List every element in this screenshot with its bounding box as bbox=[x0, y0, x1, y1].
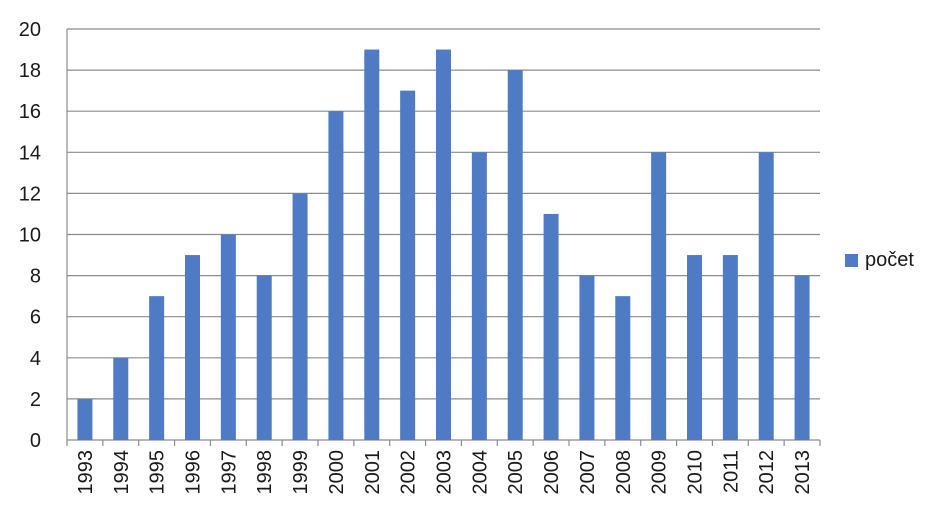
bar bbox=[77, 398, 93, 440]
y-tick-label: 6 bbox=[30, 307, 41, 329]
x-tick-label: 2008 bbox=[613, 450, 635, 495]
legend-swatch bbox=[845, 254, 858, 267]
y-tick-label: 2 bbox=[30, 389, 41, 411]
bar bbox=[328, 111, 344, 440]
bar bbox=[220, 234, 236, 440]
y-tick-label: 20 bbox=[19, 19, 41, 41]
bar bbox=[758, 152, 774, 441]
x-tick-label: 2000 bbox=[326, 450, 348, 495]
x-tick-label: 1994 bbox=[111, 450, 133, 495]
x-tick-label: 2012 bbox=[756, 450, 778, 495]
x-tick-label: 1997 bbox=[218, 450, 240, 495]
bar bbox=[113, 357, 129, 440]
x-tick-label: 2013 bbox=[792, 450, 814, 495]
x-tick-label: 1993 bbox=[75, 450, 97, 495]
bar bbox=[185, 255, 200, 440]
y-tick-label: 0 bbox=[30, 430, 41, 452]
bar bbox=[579, 275, 595, 440]
x-tick-label: 1996 bbox=[183, 450, 205, 495]
x-axis-ticks: 1993 1994 1995 1996 1997 1998 1999 2000 2001 2002… bbox=[75, 450, 814, 495]
bar bbox=[543, 213, 559, 440]
bar bbox=[436, 49, 451, 441]
y-tick-label: 16 bbox=[19, 101, 41, 123]
y-tick-label: 12 bbox=[19, 183, 41, 205]
x-tick-label: 2002 bbox=[398, 450, 420, 495]
x-tick-label: 2004 bbox=[469, 450, 491, 495]
bar bbox=[149, 296, 165, 440]
x-tick-label: 2006 bbox=[541, 450, 563, 495]
x-tick-label: 2003 bbox=[434, 450, 456, 495]
y-tick-label: 4 bbox=[30, 348, 41, 370]
x-tick-label: 2005 bbox=[505, 450, 527, 495]
bar bbox=[292, 193, 308, 440]
bars bbox=[77, 49, 810, 441]
bar bbox=[794, 275, 810, 440]
y-tick-label: 10 bbox=[19, 225, 41, 247]
x-tick-label: 2010 bbox=[685, 450, 707, 495]
y-axis-ticks: 0 2 4 6 8 10 12 14 16 18 20 bbox=[19, 19, 41, 452]
x-tick-label: 1998 bbox=[254, 450, 276, 495]
x-tick-label: 2001 bbox=[362, 450, 384, 495]
x-tick-label: 1999 bbox=[290, 450, 312, 495]
bar bbox=[687, 255, 702, 440]
y-tick-label: 8 bbox=[30, 266, 41, 288]
y-tick-label: 18 bbox=[19, 60, 41, 82]
bar bbox=[364, 49, 380, 441]
legend-label: počet bbox=[865, 249, 914, 271]
x-tick-label: 1995 bbox=[147, 450, 169, 495]
bar bbox=[507, 70, 523, 440]
x-tick-label: 2007 bbox=[577, 450, 599, 495]
bar bbox=[722, 255, 738, 440]
bar bbox=[400, 90, 416, 441]
x-tick-label: 2009 bbox=[649, 450, 671, 495]
y-tick-label: 14 bbox=[19, 142, 41, 164]
bar bbox=[615, 296, 631, 440]
bar bbox=[256, 275, 272, 440]
bar bbox=[651, 152, 667, 441]
legend: počet bbox=[845, 249, 914, 272]
x-tick-label: 2011 bbox=[720, 450, 742, 493]
bar bbox=[471, 152, 487, 441]
